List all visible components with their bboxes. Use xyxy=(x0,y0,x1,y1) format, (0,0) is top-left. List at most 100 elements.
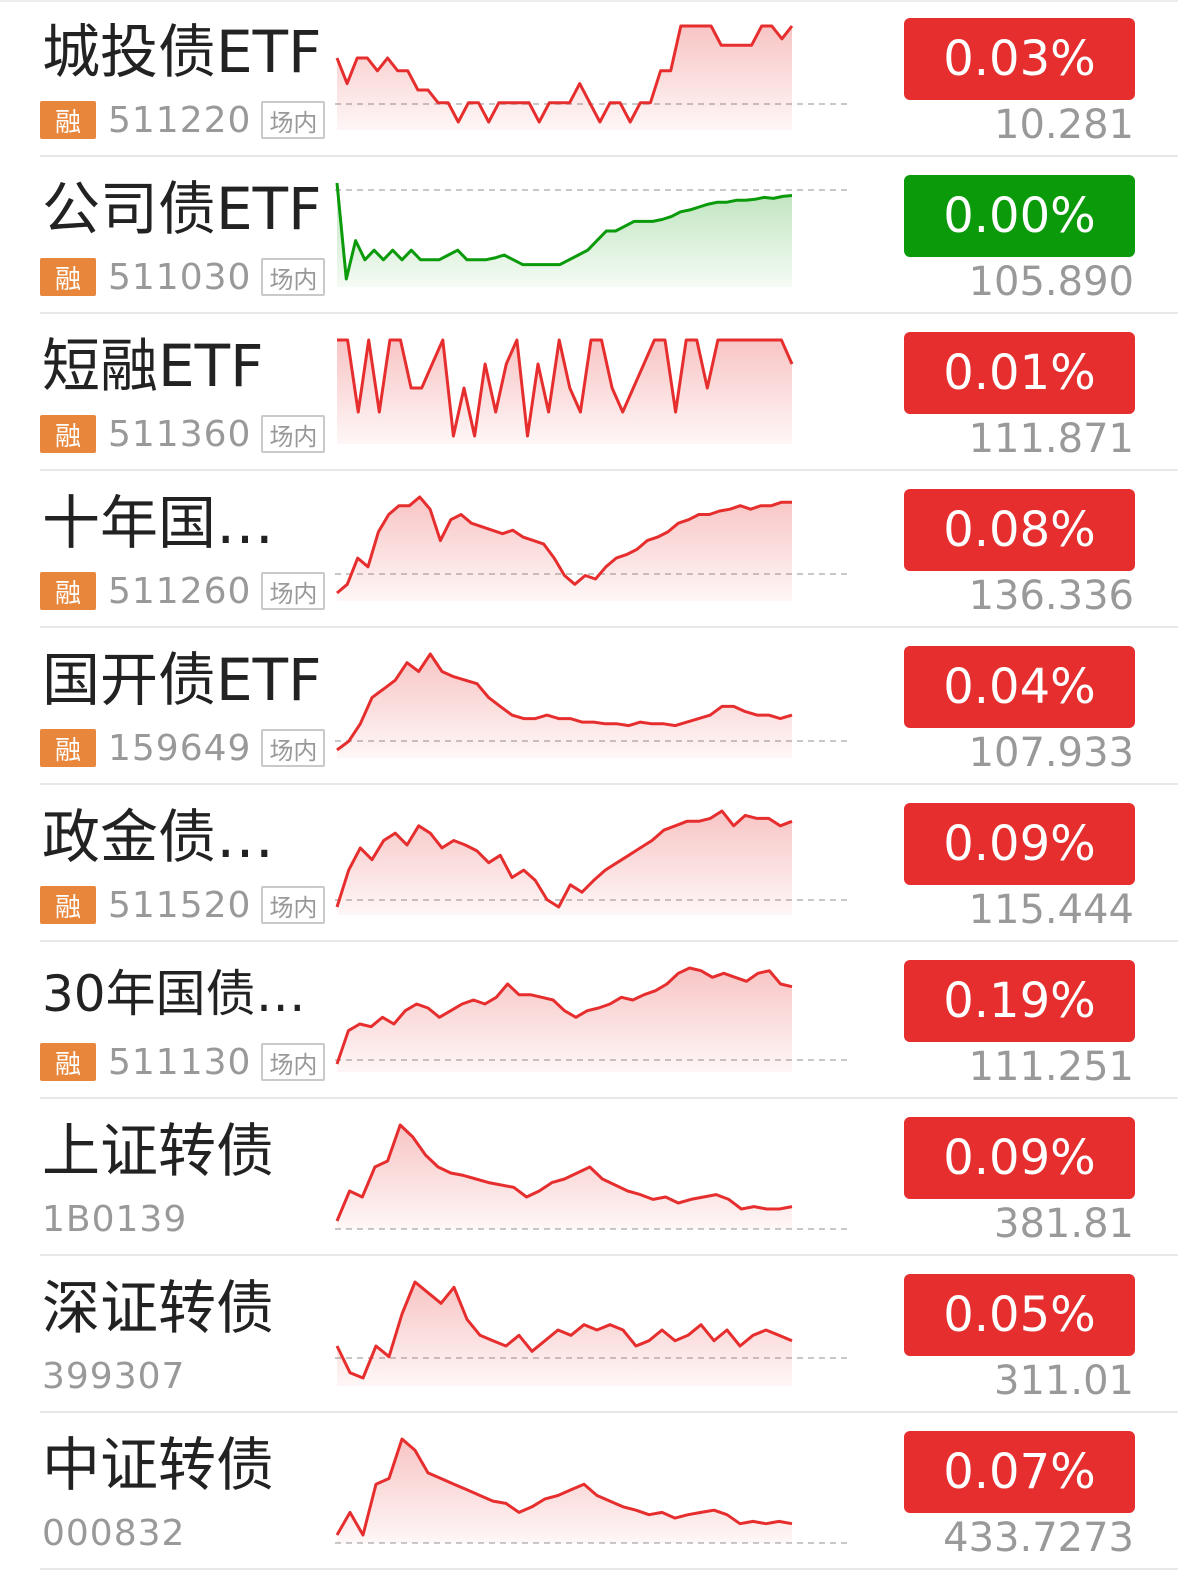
row-divider xyxy=(40,940,1178,942)
change-percent-badge[interactable]: 0.05% xyxy=(904,1274,1135,1356)
sparkline-path xyxy=(336,495,792,595)
margin-trading-badge: 融 xyxy=(40,415,96,453)
change-percent-badge[interactable]: 0.03% xyxy=(904,18,1135,100)
intraday-sparkline xyxy=(335,182,850,287)
change-percent-badge[interactable]: 0.07% xyxy=(904,1431,1135,1513)
sparkline-path xyxy=(335,809,793,909)
sparkline-area xyxy=(337,183,792,287)
exchange-traded-tag: 场内 xyxy=(261,886,326,924)
row-divider xyxy=(40,312,1178,314)
sparkline-path xyxy=(335,182,793,281)
intraday-sparkline xyxy=(335,1437,850,1544)
latest-price: 311.01 xyxy=(994,1358,1134,1404)
fund-meta: 000832 xyxy=(40,1513,195,1554)
fund-name: 短融ETF xyxy=(42,332,264,400)
fund-name: 国开债ETF xyxy=(42,646,322,714)
fund-code: 511260 xyxy=(108,570,252,612)
sparkline-area xyxy=(337,968,792,1072)
fund-meta: 融 159649 场内 xyxy=(40,727,326,769)
intraday-sparkline xyxy=(335,24,850,130)
latest-price: 111.251 xyxy=(968,1044,1134,1090)
exchange-traded-tag: 场内 xyxy=(261,572,326,610)
sparkline-area xyxy=(337,1125,792,1229)
fund-meta: 融 511220 场内 xyxy=(40,99,326,141)
margin-trading-badge: 融 xyxy=(40,258,96,296)
margin-trading-badge: 融 xyxy=(40,101,96,139)
latest-price: 107.933 xyxy=(968,730,1134,776)
fund-name: 政金债券ETF xyxy=(42,803,332,871)
change-percent-badge[interactable]: 0.00% xyxy=(904,175,1135,257)
list-item[interactable]: 城投债ETF 融 511220 场内 0.03% 10.281 xyxy=(0,0,1178,157)
list-item[interactable]: 短融ETF 融 511360 场内 0.01% 111.871 xyxy=(0,314,1178,471)
intraday-sparkline xyxy=(335,809,850,915)
sparkline-area xyxy=(337,654,792,758)
sparkline-path xyxy=(335,24,794,124)
fund-name: 十年国债ETF xyxy=(42,489,332,557)
top-divider xyxy=(0,0,1178,2)
intraday-sparkline xyxy=(335,652,850,758)
intraday-sparkline xyxy=(335,966,850,1072)
fund-code: 399307 xyxy=(42,1355,186,1397)
sparkline-path xyxy=(335,966,793,1065)
latest-price: 433.7273 xyxy=(943,1515,1134,1561)
fund-meta: 1B0139 xyxy=(40,1199,197,1240)
exchange-traded-tag: 场内 xyxy=(261,415,326,453)
fund-code: 159649 xyxy=(108,727,252,769)
change-percent-badge[interactable]: 0.09% xyxy=(904,803,1135,885)
sparkline-path xyxy=(335,1280,793,1380)
fund-name: 30年国债ET... xyxy=(42,965,332,1023)
exchange-traded-tag: 场内 xyxy=(261,258,326,296)
fund-meta: 融 511130 场内 xyxy=(40,1041,326,1083)
sparkline-area xyxy=(337,811,792,915)
latest-price: 111.871 xyxy=(968,416,1134,462)
fund-name: 上证转债 xyxy=(42,1117,275,1185)
intraday-sparkline xyxy=(335,1280,850,1386)
fund-name: 中证转债 xyxy=(42,1431,275,1499)
fund-code: 511130 xyxy=(108,1041,252,1083)
intraday-sparkline xyxy=(337,338,794,444)
fund-name: 深证转债 xyxy=(42,1274,275,1342)
sparkline-area xyxy=(337,26,792,130)
row-divider xyxy=(40,1411,1178,1413)
sparkline-area xyxy=(337,1439,792,1543)
change-percent-badge[interactable]: 0.09% xyxy=(904,1117,1135,1199)
row-divider xyxy=(40,469,1178,471)
fund-name: 城投债ETF xyxy=(42,18,322,86)
fund-meta: 融 511520 场内 xyxy=(40,885,326,926)
exchange-traded-tag: 场内 xyxy=(261,729,326,767)
margin-trading-badge: 融 xyxy=(40,729,96,767)
fund-code: 511220 xyxy=(108,99,252,141)
list-item[interactable]: 上证转债 1B0139 0.09% 381.81 xyxy=(0,1099,1178,1256)
change-percent-badge[interactable]: 0.08% xyxy=(904,489,1135,571)
margin-trading-badge: 融 xyxy=(40,1043,96,1081)
row-divider xyxy=(40,155,1178,157)
change-percent-badge[interactable]: 0.19% xyxy=(904,960,1135,1042)
latest-price: 381.81 xyxy=(994,1201,1134,1247)
change-percent-badge[interactable]: 0.01% xyxy=(904,332,1135,414)
fund-meta: 融 511260 场内 xyxy=(40,570,326,612)
list-item[interactable]: 30年国债ET... 融 511130 场内 0.19% 111.251 xyxy=(0,942,1178,1099)
row-divider xyxy=(40,1097,1178,1099)
latest-price: 10.281 xyxy=(994,102,1134,148)
list-item[interactable]: 国开债ETF 融 159649 场内 0.04% 107.933 xyxy=(0,628,1178,785)
fund-meta: 融 511360 场内 xyxy=(40,413,326,455)
change-percent-badge[interactable]: 0.04% xyxy=(904,646,1135,728)
list-item[interactable]: 公司债ETF 融 511030 场内 0.00% 105.890 xyxy=(0,157,1178,314)
latest-price: 115.444 xyxy=(968,887,1134,933)
exchange-traded-tag: 场内 xyxy=(261,101,326,139)
latest-price: 136.336 xyxy=(968,573,1134,619)
margin-trading-badge: 融 xyxy=(40,886,96,924)
latest-price: 105.890 xyxy=(968,259,1134,305)
fund-name: 公司债ETF xyxy=(42,175,322,243)
fund-code: 511360 xyxy=(108,413,252,455)
fund-meta: 399307 xyxy=(40,1355,195,1397)
row-divider xyxy=(40,1254,1178,1256)
list-item[interactable]: 深证转债 399307 0.05% 311.01 xyxy=(0,1256,1178,1413)
sparkline-path xyxy=(337,338,794,438)
sparkline-path xyxy=(336,652,793,752)
exchange-traded-tag: 场内 xyxy=(261,1043,326,1081)
sparkline-path xyxy=(335,1437,793,1537)
list-item[interactable]: 中证转债 000832 0.07% 433.7273 xyxy=(0,1413,1178,1570)
